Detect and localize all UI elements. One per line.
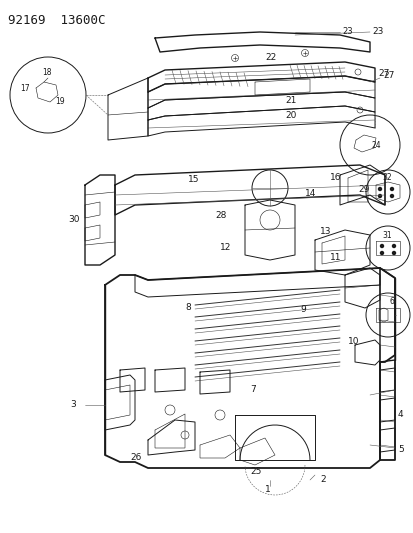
Text: 18: 18 — [42, 68, 51, 77]
Text: 29: 29 — [357, 185, 368, 195]
Text: 27: 27 — [377, 69, 389, 77]
Text: 14: 14 — [304, 189, 316, 198]
Text: 15: 15 — [188, 175, 199, 184]
Circle shape — [377, 195, 380, 198]
Text: 12: 12 — [219, 244, 231, 253]
Text: 23: 23 — [341, 27, 352, 36]
Text: 20: 20 — [284, 110, 296, 119]
Text: 1: 1 — [264, 486, 270, 495]
Text: 7: 7 — [249, 385, 255, 394]
Circle shape — [377, 188, 380, 190]
Circle shape — [380, 252, 382, 254]
Text: 26: 26 — [130, 454, 141, 463]
Text: 28: 28 — [214, 211, 226, 220]
Text: 23: 23 — [371, 27, 382, 36]
Text: 19: 19 — [55, 96, 64, 106]
Text: 27: 27 — [382, 70, 394, 79]
Text: 9: 9 — [299, 305, 305, 314]
Text: 17: 17 — [20, 84, 30, 93]
Text: 4: 4 — [397, 410, 403, 419]
Text: 6: 6 — [389, 297, 394, 306]
Circle shape — [389, 188, 392, 190]
Text: 30: 30 — [68, 215, 79, 224]
Text: 31: 31 — [381, 231, 391, 240]
Text: 11: 11 — [329, 254, 341, 262]
Text: 22: 22 — [264, 52, 275, 61]
Circle shape — [380, 245, 382, 247]
Text: 2: 2 — [319, 475, 325, 484]
Text: 21: 21 — [284, 95, 296, 104]
Text: 92169  13600C: 92169 13600C — [8, 14, 105, 27]
Text: 25: 25 — [249, 467, 261, 477]
Text: 5: 5 — [397, 446, 403, 455]
Text: 32: 32 — [381, 174, 391, 182]
Text: 10: 10 — [347, 337, 358, 346]
Circle shape — [392, 245, 394, 247]
Circle shape — [389, 195, 392, 198]
Text: 13: 13 — [319, 228, 331, 237]
Text: 24: 24 — [371, 141, 381, 149]
Text: 16: 16 — [329, 174, 341, 182]
Circle shape — [392, 252, 394, 254]
Text: 3: 3 — [70, 400, 76, 409]
Text: 8: 8 — [185, 303, 190, 312]
